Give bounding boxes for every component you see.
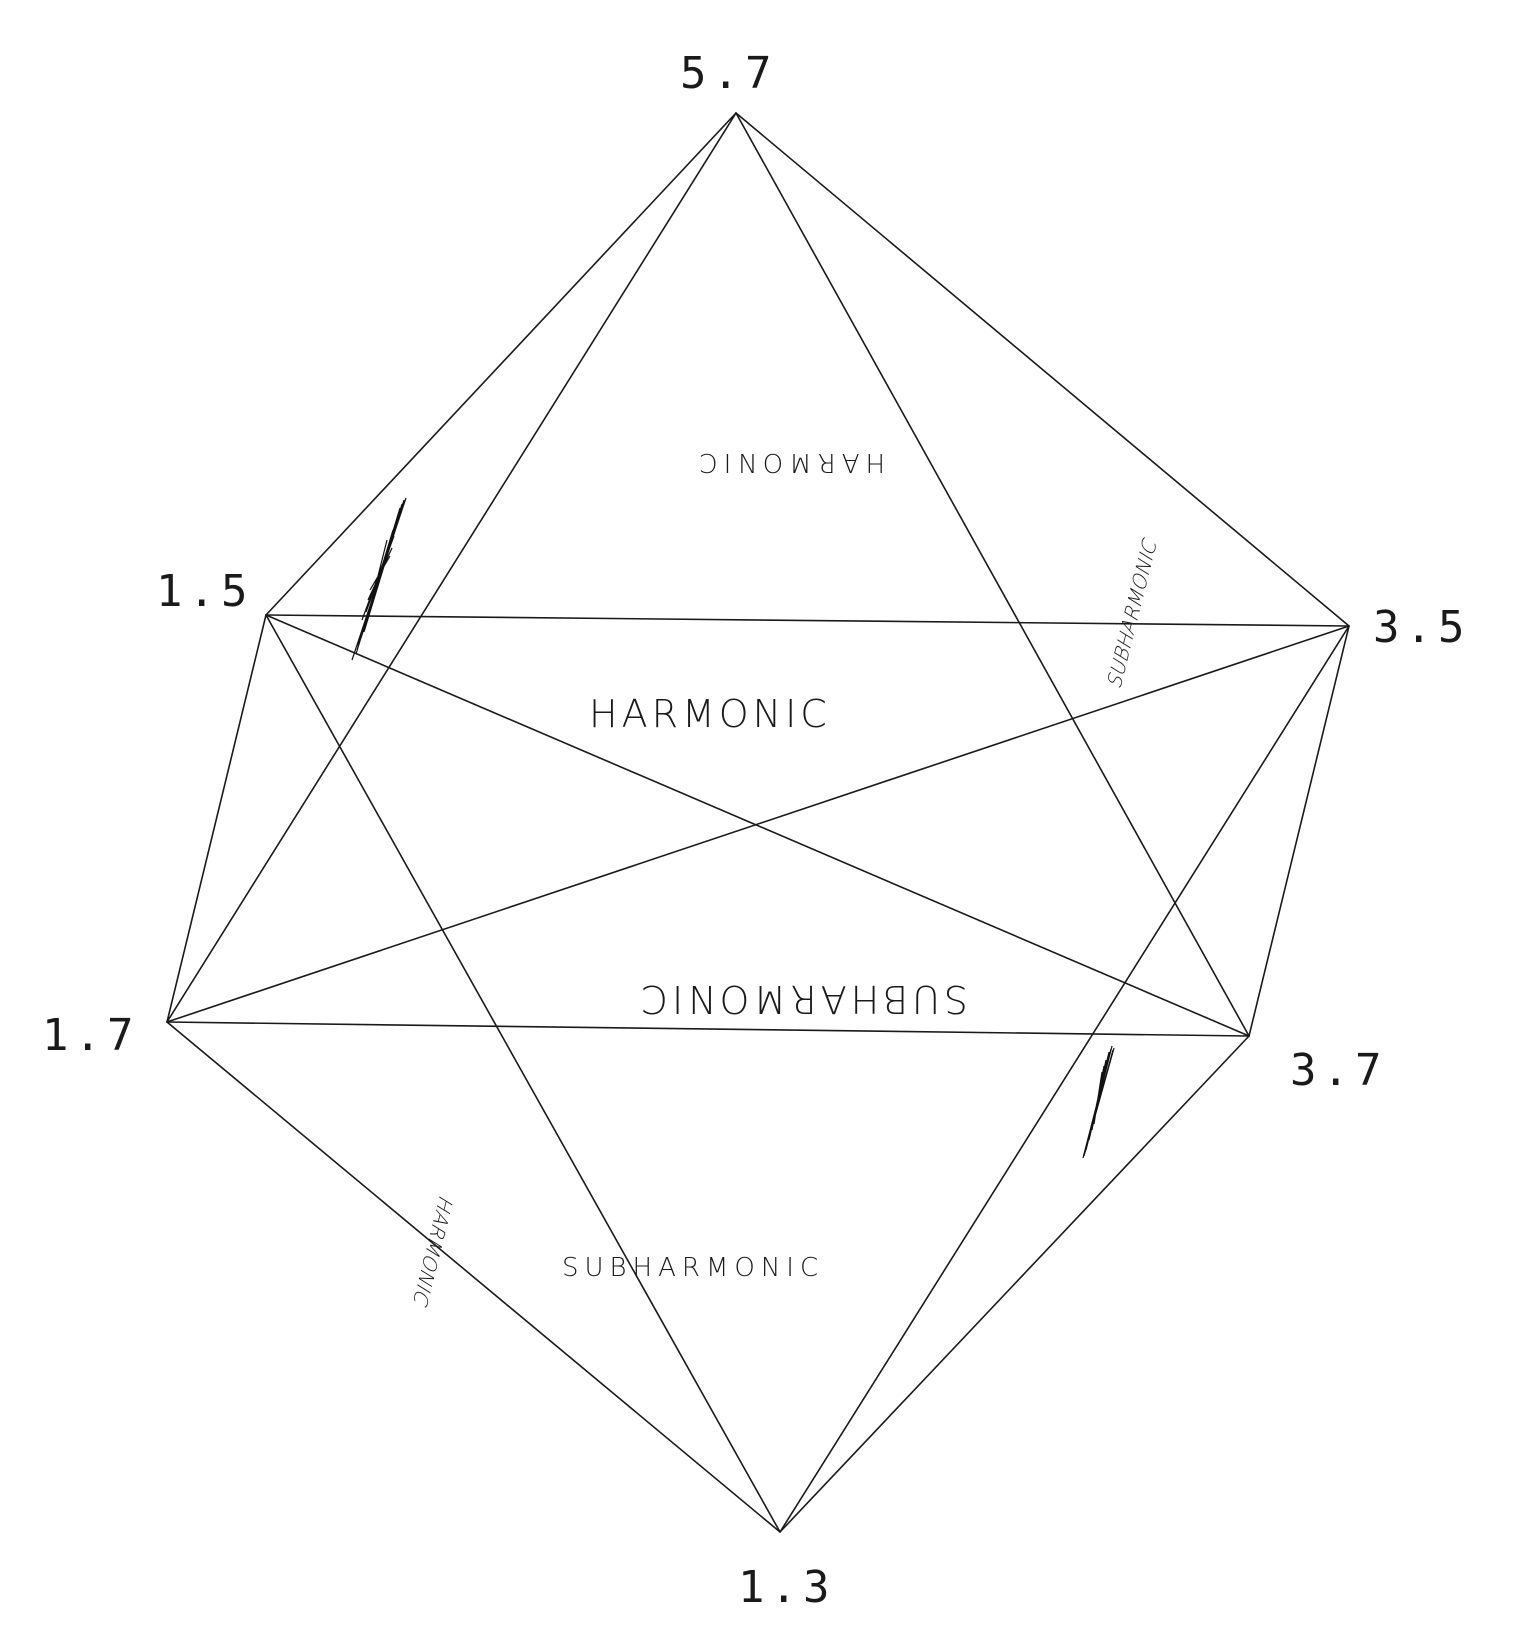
face-label-harmonic-side: HARMONIC [409, 1191, 457, 1311]
edge-lower-left-lower-right [166, 1021, 1250, 1037]
edge-top-lower-right [735, 112, 1250, 1037]
edge-bottom-lower-right [779, 1035, 1250, 1533]
vertex-label-top: 5.7 [680, 48, 777, 99]
edge-top-lower-left [166, 112, 737, 1023]
edge-upper-right-lower-right [1248, 625, 1350, 1037]
vertex-labels: 5.7 1.5 3.5 1.7 3.7 1.3 [42, 48, 1470, 1613]
face-labels: HARMONIC HARMONIC SUBHARMONIC SUBHARMONI… [409, 447, 1161, 1311]
face-label-subharmonic-back: SUBHARMONIC [637, 977, 968, 1021]
vertex-label-upper-left: 1.5 [156, 566, 253, 617]
face-label-harmonic-back: HARMONIC [693, 447, 885, 477]
scribble-lower-right [1082, 1045, 1115, 1159]
edge-bottom-lower-left [166, 1021, 781, 1533]
edge-upper-left-upper-right [265, 614, 1350, 627]
edge-upper-right-lower-left [166, 625, 1350, 1023]
edge-upper-left-lower-left [166, 614, 267, 1023]
scribble-upper-left [351, 497, 407, 661]
face-label-harmonic-front: HARMONIC [589, 692, 831, 736]
edge-top-upper-left [265, 112, 737, 616]
hatched-marks [351, 497, 1115, 1159]
octahedron-edges [166, 112, 1350, 1533]
vertex-label-lower-left: 1.7 [42, 1010, 139, 1061]
edge-top-upper-right [735, 112, 1350, 627]
edge-bottom-upper-left [265, 614, 781, 1533]
face-label-subharmonic-front: SUBHARMONIC [562, 1253, 824, 1283]
vertex-label-upper-right: 3.5 [1373, 602, 1470, 653]
vertex-label-bottom: 1.3 [738, 1562, 835, 1613]
edge-upper-left-lower-right [265, 614, 1250, 1037]
edge-bottom-upper-right [779, 625, 1350, 1533]
vertex-label-lower-right: 3.7 [1290, 1045, 1387, 1096]
face-label-subharmonic-side: SUBHARMONIC [1103, 533, 1160, 692]
